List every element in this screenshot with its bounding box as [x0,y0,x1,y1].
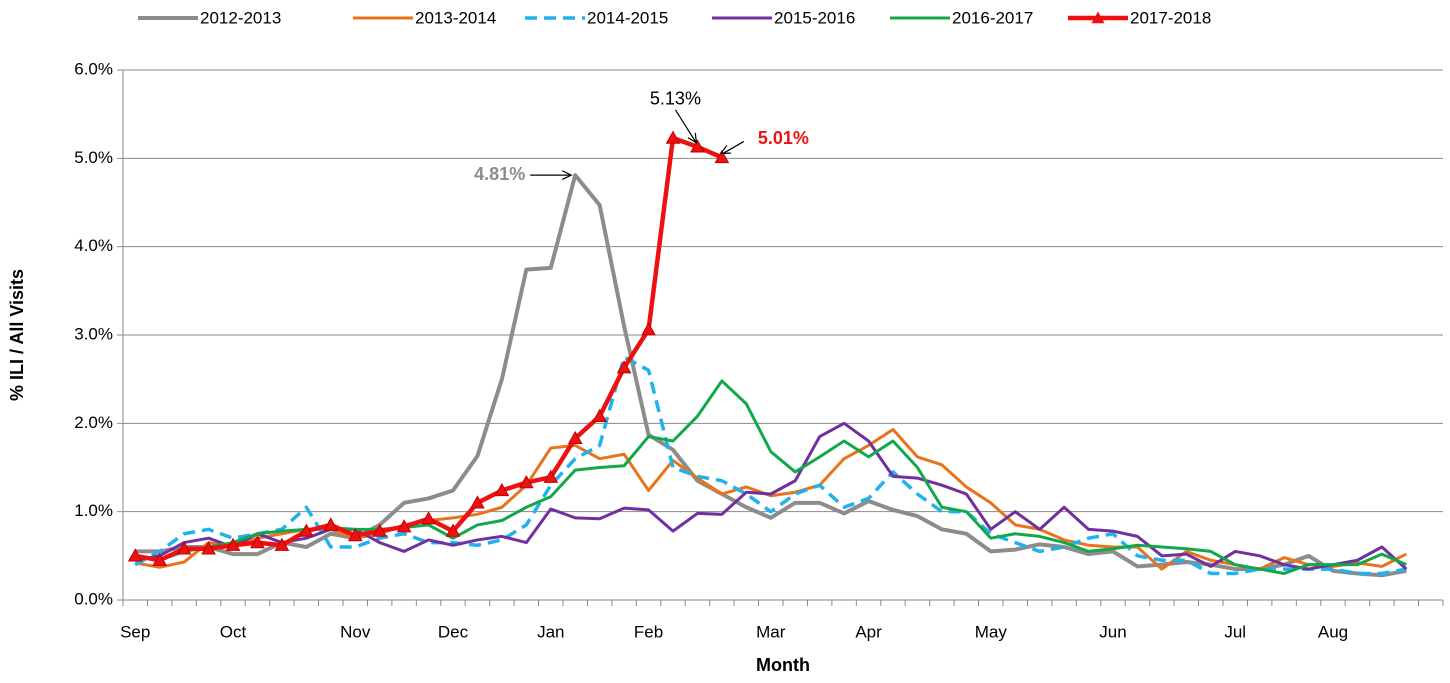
marker [567,430,583,445]
x-tick-label: Jun [1099,622,1126,641]
series-line [134,379,1407,575]
legend-marker [1091,11,1105,24]
legend-label: 2012-2013 [200,8,281,27]
y-tick-label: 2.0% [74,413,113,432]
marker [543,469,559,483]
marker [372,523,388,537]
callout-arrowhead [687,132,698,145]
marker [518,474,534,489]
series-line [134,428,1408,571]
legend-label: 2015-2016 [774,8,855,27]
callout-arrow [674,109,697,144]
callout-arrow [722,140,745,154]
x-tick-label: Oct [220,622,247,641]
marker [176,541,192,555]
marker [347,527,363,542]
data-label: 5.01% [758,128,809,148]
y-tick-label: 0.0% [74,589,113,608]
marker [152,552,168,566]
legend-label: 2017-2018 [1130,8,1211,27]
marker [421,511,436,525]
legend-label: 2016-2017 [952,8,1033,27]
marker [690,139,705,153]
data-label: 4.81% [474,164,525,184]
marker [250,535,265,549]
marker [298,523,314,537]
series-line [134,355,1407,576]
y-tick-label: 3.0% [74,324,113,343]
marker [274,537,290,551]
y-tick-label: 6.0% [74,59,113,78]
x-tick-label: Nov [340,622,371,641]
y-tick-label: 1.0% [74,501,113,520]
x-axis-title: Month [756,655,810,675]
marker [641,322,656,336]
x-tick-label: Aug [1318,622,1348,641]
marker [494,482,510,497]
marker [396,519,412,533]
marker [323,517,339,531]
data-label: 5.13% [650,89,701,109]
y-tick-label: 4.0% [74,236,113,255]
legend-label: 2013-2014 [415,8,496,27]
marker [665,130,681,144]
x-tick-label: Apr [855,622,882,641]
series-line [135,173,1407,578]
x-tick-label: May [975,622,1008,641]
x-tick-label: Dec [438,622,469,641]
marker [592,408,608,422]
marker [714,149,730,164]
callout-arrowhead [719,145,731,155]
marker [445,523,461,537]
marker [470,495,485,509]
y-axis-title: % ILI / All Visits [7,269,27,401]
marker [616,360,632,374]
x-tick-label: Sep [120,622,150,641]
x-tick-label: Feb [634,622,663,641]
marker [225,537,241,551]
x-tick-label: Jan [537,622,564,641]
x-tick-label: Jul [1224,622,1246,641]
legend-label: 2014-2015 [587,8,668,27]
marker [201,541,216,555]
x-tick-label: Mar [756,622,786,641]
y-tick-label: 5.0% [74,148,113,167]
marker [127,548,143,562]
callout-arrowhead [561,170,573,181]
